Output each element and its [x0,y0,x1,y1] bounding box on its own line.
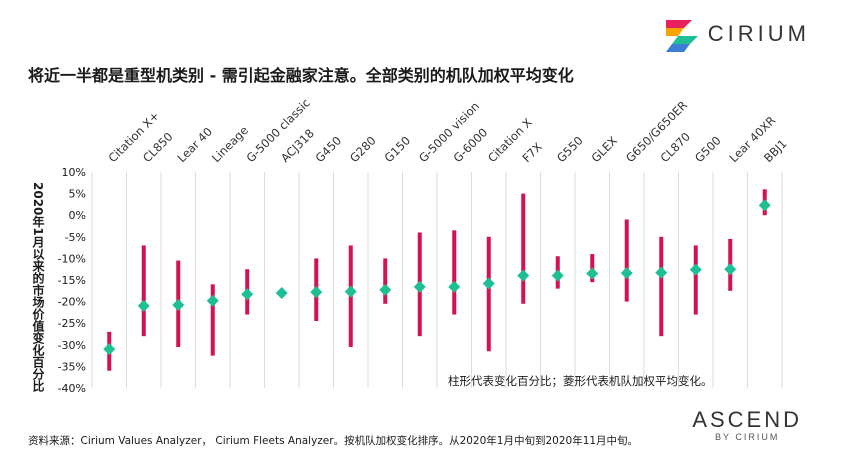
range-bar [383,258,388,304]
source-text: 资料来源：Cirium Values Analyzer， Cirium Flee… [28,435,639,447]
y-axis-label: 2020年1月以来的市场价值变化百分比 [31,182,45,392]
y-tick-label: 5% [69,188,86,201]
weighted-avg-diamond [310,286,323,299]
x-tick-label: G150 [381,133,413,165]
weighted-avg-diamond [379,283,392,296]
x-tick-label: G500 [692,133,724,165]
weighted-avg-diamond [206,294,219,307]
range-bar [210,284,215,356]
chart-title: 将近一半都是重型机类别 - 需引起金融家注意。全部类别的机队加权平均变化 [28,66,574,85]
y-tick-label: 0% [69,209,86,222]
x-tick-label: G-5000 vision [416,99,482,165]
weighted-avg-diamond [517,269,530,282]
weighted-avg-diamond [758,199,771,212]
range-bar [693,245,698,315]
range-bar [486,236,491,352]
x-tick-label: Lear 40 [174,125,215,166]
cirium-brand: CIRIUM [662,14,810,54]
cirium-brand-name: CIRIUM [707,21,810,46]
y-tick-label: 10% [62,166,86,179]
range-bar [141,245,146,337]
weighted-avg-diamond [103,343,116,356]
weighted-avg-diamond [344,285,357,298]
weighted-avg-diamond [275,286,288,299]
weighted-avg-diamond [482,277,495,290]
weighted-avg-diamond [655,266,668,279]
x-tick-label: GLEX [588,134,620,166]
weighted-avg-diamond [551,269,564,282]
x-tick-label: Lineage [209,123,251,165]
weighted-avg-diamond [620,267,633,280]
weighted-avg-diamond [689,263,702,276]
range-bar [659,236,664,337]
weighted-avg-diamond [413,280,426,293]
weighted-avg-diamond [586,267,599,280]
weighted-avg-diamond [241,288,254,301]
range-bar [521,193,526,304]
weighted-avg-diamond [448,280,461,293]
x-tick-label: BBJ1 [761,136,790,165]
y-tick-label: -40% [58,382,86,395]
weighted-avg-diamond [137,299,150,312]
range-bar [624,219,629,302]
y-tick-label: -25% [58,317,86,330]
x-tick-label: F7X [519,140,544,165]
y-tick-label: -15% [58,274,86,287]
ascend-brand-sub: BY CIRIUM [714,432,780,442]
y-tick-label: -35% [58,360,86,373]
ascend-brand: ASCEND BY CIRIUM [692,407,802,443]
ascend-brand-name: ASCEND [692,407,802,432]
chart-note: 柱形代表变化百分比；菱形代表机队加权平均变化。 [448,374,713,388]
y-tick-label: -20% [58,296,86,309]
x-tick-label: G450 [312,133,344,165]
y-tick-label: -10% [58,252,86,265]
weighted-avg-diamond [172,299,185,312]
cirium-logo-icon [665,20,698,52]
range-bar [452,230,457,315]
y-tick-label: -30% [58,339,86,352]
x-tick-label: G280 [347,133,379,165]
x-tick-label: G550 [554,133,586,165]
weighted-avg-diamond [724,263,737,276]
y-tick-label: -5% [65,231,86,244]
